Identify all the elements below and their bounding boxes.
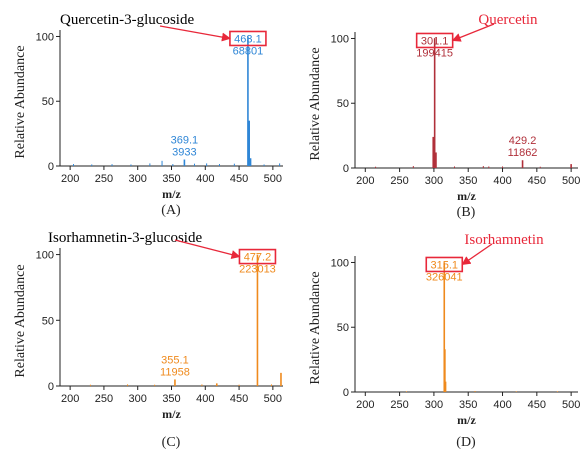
x-tick-label: 500 <box>562 399 580 411</box>
y-tick-label: 100 <box>331 33 349 45</box>
y-tick-label: 0 <box>48 161 54 173</box>
y-tick-label: 100 <box>331 257 349 269</box>
y-tick-label: 50 <box>42 315 54 327</box>
x-tick-label: 300 <box>129 173 147 185</box>
x-axis-title: m/z <box>162 187 181 201</box>
y-tick-label: 100 <box>36 31 54 43</box>
y-tick-label: 100 <box>36 250 54 262</box>
x-tick-label: 450 <box>230 173 248 185</box>
x-tick-label: 200 <box>61 173 79 185</box>
y-tick-label: 0 <box>343 163 349 175</box>
peak-intensity-label: 68801 <box>233 45 264 57</box>
y-tick-label: 50 <box>337 322 349 334</box>
x-tick-label: 250 <box>95 173 113 185</box>
y-axis-title: Relative Abundance <box>308 47 323 160</box>
peak-intensity-label: 11958 <box>160 366 190 378</box>
compound-title: Isorhamnetin-3-glucoside <box>48 230 202 246</box>
y-tick-label: 0 <box>343 387 349 399</box>
x-axis-title: m/z <box>457 413 476 427</box>
peak-intensity-label: 326041 <box>426 271 463 283</box>
x-tick-label: 250 <box>95 393 113 405</box>
pointer-arrow <box>174 239 241 259</box>
peak-intensity-label: 3933 <box>172 147 196 159</box>
x-tick-label: 350 <box>459 399 477 411</box>
x-tick-label: 400 <box>493 399 511 411</box>
pointer-arrow <box>159 25 231 42</box>
y-axis-title: Relative Abundance <box>13 45 28 158</box>
x-axis-title: m/z <box>162 407 181 421</box>
y-tick-label: 0 <box>48 381 54 393</box>
x-tick-label: 400 <box>196 173 214 185</box>
peak-intensity-label: 223013 <box>239 264 276 276</box>
x-tick-label: 300 <box>425 175 443 187</box>
x-tick-label: 200 <box>356 399 374 411</box>
peak-mz-label: 463.1 <box>234 33 262 45</box>
y-tick-label: 50 <box>337 98 349 110</box>
x-tick-label: 450 <box>528 175 546 187</box>
y-tick-label: 50 <box>42 96 54 108</box>
y-axis-title: Relative Abundance <box>13 264 28 377</box>
spectrum-panel-3: 0 50 100 200 250 300 350 400 450 500 m/z Relative A… <box>13 230 283 450</box>
x-tick-label: 400 <box>493 175 511 187</box>
panel-label: (D) <box>456 435 476 450</box>
x-tick-label: 500 <box>264 173 282 185</box>
panel-label: (A) <box>161 203 181 218</box>
x-tick-label: 250 <box>390 175 408 187</box>
x-tick-label: 300 <box>425 399 443 411</box>
x-tick-label: 350 <box>162 393 180 405</box>
peak-mz-label: 301.1 <box>421 35 449 47</box>
spectrum-panel-4: 0 50 100 200 250 300 350 400 450 500 m/z Relative A… <box>308 232 580 450</box>
x-tick-label: 500 <box>264 393 282 405</box>
peak-mz-label: 477.2 <box>244 252 272 264</box>
spectrum-panel-2: 0 50 100 200 250 300 350 400 450 500 m/z Relative A… <box>308 12 580 220</box>
panel-label: (B) <box>457 205 476 220</box>
peak-mz-label: 369.1 <box>171 135 199 147</box>
compound-title: Quercetin <box>478 12 538 28</box>
x-tick-label: 350 <box>162 173 180 185</box>
peak-mz-label: 429.2 <box>509 135 537 147</box>
peak-intensity-label: 11862 <box>508 147 538 159</box>
x-tick-label: 200 <box>356 175 374 187</box>
y-axis-title: Relative Abundance <box>308 271 323 384</box>
x-tick-label: 200 <box>61 393 79 405</box>
peak-mz-label: 315.1 <box>431 259 459 271</box>
x-tick-label: 400 <box>196 393 214 405</box>
x-tick-label: 500 <box>562 175 580 187</box>
x-tick-label: 300 <box>129 393 147 405</box>
x-axis-title: m/z <box>457 189 476 203</box>
x-tick-label: 350 <box>459 175 477 187</box>
pointer-arrow <box>451 23 495 42</box>
peak-intensity-label: 199415 <box>416 47 453 59</box>
compound-title: Quercetin-3-glucoside <box>60 12 194 28</box>
x-tick-label: 250 <box>390 399 408 411</box>
x-tick-label: 450 <box>230 393 248 405</box>
panel-label: (C) <box>162 435 181 450</box>
spectrum-panel-1: 0 50 100 200 250 300 350 400 450 500 m/z Relative A… <box>13 12 283 218</box>
x-tick-label: 450 <box>528 399 546 411</box>
pointer-arrow <box>461 243 493 266</box>
compound-title: Isorhamnetin <box>464 232 544 248</box>
peak-mz-label: 355.1 <box>161 354 189 366</box>
